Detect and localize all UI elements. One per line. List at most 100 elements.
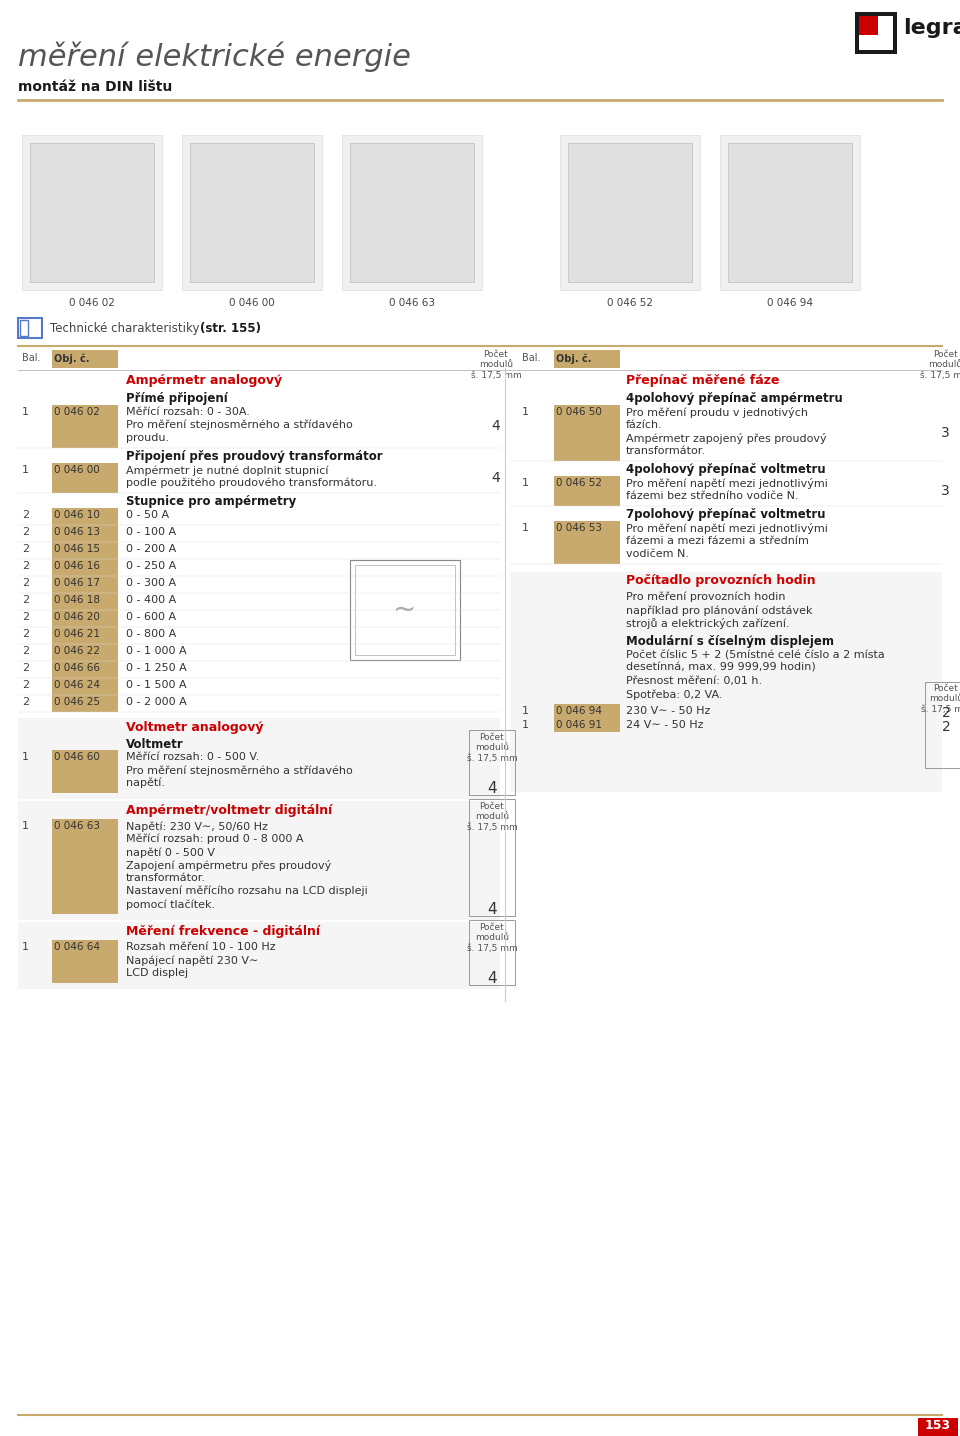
Text: 0 046 10: 0 046 10 xyxy=(54,510,100,520)
Text: měření elektrické energie: měření elektrické energie xyxy=(18,42,411,72)
Text: 0 046 53: 0 046 53 xyxy=(556,523,602,533)
Text: Obj. č.: Obj. č. xyxy=(556,353,591,363)
Bar xyxy=(52,695,118,712)
Text: 0 046 66: 0 046 66 xyxy=(54,663,100,673)
Text: 0 046 16: 0 046 16 xyxy=(54,561,100,572)
Text: podle použitého proudového transformátoru.: podle použitého proudového transformátor… xyxy=(126,478,377,488)
Bar xyxy=(554,704,620,718)
Bar xyxy=(859,16,893,50)
Bar xyxy=(52,559,118,576)
Bar xyxy=(52,661,118,678)
Bar xyxy=(469,920,515,985)
Text: 0 - 2 000 A: 0 - 2 000 A xyxy=(126,696,187,707)
Text: Počet
modulů
š. 17,5 mm: Počet modulů š. 17,5 mm xyxy=(467,923,517,954)
Text: 0 - 200 A: 0 - 200 A xyxy=(126,544,177,554)
Bar xyxy=(350,144,474,281)
Text: LCD displej: LCD displej xyxy=(126,968,188,978)
Text: Bal.: Bal. xyxy=(22,353,40,363)
Text: 0 046 52: 0 046 52 xyxy=(556,478,602,488)
Bar xyxy=(52,593,118,610)
Text: 0 046 18: 0 046 18 xyxy=(54,595,100,605)
Text: 0 046 24: 0 046 24 xyxy=(54,681,100,691)
Text: 2: 2 xyxy=(22,579,29,587)
Text: 2: 2 xyxy=(942,707,950,719)
Text: 3: 3 xyxy=(941,426,949,439)
Text: Nastavení měřícího rozsahu na LCD displeji: Nastavení měřícího rozsahu na LCD disple… xyxy=(126,886,368,896)
Text: 0 046 63: 0 046 63 xyxy=(389,299,435,307)
Bar xyxy=(925,682,960,768)
Text: Napájecí napětí 230 V∼: Napájecí napětí 230 V∼ xyxy=(126,955,258,965)
Text: Měřící rozsah: proud 0 - 8 000 A: Měřící rozsah: proud 0 - 8 000 A xyxy=(126,834,303,844)
Text: desetínná, max. 99 999,99 hodin): desetínná, max. 99 999,99 hodin) xyxy=(626,663,816,673)
Text: 0 - 800 A: 0 - 800 A xyxy=(126,629,177,639)
Text: 0 - 300 A: 0 - 300 A xyxy=(126,579,176,587)
Text: Ampérmetr zapojený přes proudový: Ampérmetr zapojený přes proudový xyxy=(626,434,827,444)
Text: 0 046 94: 0 046 94 xyxy=(556,707,602,717)
Text: Počet
modulů
š. 17,5 mm: Počet modulů š. 17,5 mm xyxy=(467,801,517,831)
Text: 0 046 94: 0 046 94 xyxy=(767,299,813,307)
Text: Přesnost měření: 0,01 h.: Přesnost měření: 0,01 h. xyxy=(626,676,762,686)
Text: 2: 2 xyxy=(22,612,29,622)
Text: proudu.: proudu. xyxy=(126,434,169,442)
Text: 2: 2 xyxy=(22,663,29,673)
Text: 0 046 60: 0 046 60 xyxy=(54,752,100,763)
Text: Přepínač měřené fáze: Přepínač měřené fáze xyxy=(626,373,780,386)
Text: Měřící rozsah: 0 - 500 V.: Měřící rozsah: 0 - 500 V. xyxy=(126,752,259,763)
Text: Pro měření stejnosměrného a střídavého: Pro měření stejnosměrného a střídavého xyxy=(126,419,352,431)
Text: 0 046 21: 0 046 21 xyxy=(54,629,100,639)
Text: Ampérmetr/voltmetr digitální: Ampérmetr/voltmetr digitální xyxy=(126,804,332,817)
Bar xyxy=(568,144,692,281)
Text: 0 - 1 250 A: 0 - 1 250 A xyxy=(126,663,187,673)
Bar xyxy=(554,405,620,461)
Text: Pro měření napětí mezi jednotlivými: Pro měření napětí mezi jednotlivými xyxy=(626,478,828,490)
Text: 3: 3 xyxy=(941,484,949,498)
Text: fázemi a mezi fázemi a středním: fázemi a mezi fázemi a středním xyxy=(626,536,809,546)
Text: 2: 2 xyxy=(942,719,950,734)
Bar xyxy=(182,135,322,290)
Text: 0 046 52: 0 046 52 xyxy=(607,299,653,307)
Bar xyxy=(469,729,515,796)
Bar xyxy=(52,350,118,368)
Text: 0 - 400 A: 0 - 400 A xyxy=(126,595,177,605)
Text: 0 - 100 A: 0 - 100 A xyxy=(126,527,176,537)
Text: 4: 4 xyxy=(492,471,500,485)
Text: 0 046 50: 0 046 50 xyxy=(556,406,602,416)
Text: Technické charakteristiky: Technické charakteristiky xyxy=(50,322,204,335)
Text: 2: 2 xyxy=(22,544,29,554)
Text: 4: 4 xyxy=(487,971,497,987)
Text: 2: 2 xyxy=(22,595,29,605)
Bar xyxy=(52,941,118,984)
Text: Stupnice pro ampérmetry: Stupnice pro ampérmetry xyxy=(126,495,297,508)
Text: Počet
modulů
š. 17,5 mm: Počet modulů š. 17,5 mm xyxy=(920,350,960,379)
Text: 1: 1 xyxy=(22,942,29,952)
Text: 230 V∼ - 50 Hz: 230 V∼ - 50 Hz xyxy=(626,707,710,717)
Text: Počet
modulů
š. 17,5 mm: Počet modulů š. 17,5 mm xyxy=(470,350,521,379)
Text: 1: 1 xyxy=(522,523,529,533)
Text: Počet
modulů
š. 17,5 mm: Počet modulů š. 17,5 mm xyxy=(467,732,517,763)
Text: 0 - 600 A: 0 - 600 A xyxy=(126,612,176,622)
Bar xyxy=(342,135,482,290)
Text: napětí 0 - 500 V: napětí 0 - 500 V xyxy=(126,847,215,857)
Bar xyxy=(190,144,314,281)
Bar xyxy=(350,560,460,661)
Text: Ampérmetr je nutné doplnit stupnicí: Ampérmetr je nutné doplnit stupnicí xyxy=(126,465,328,475)
Text: 4polohový přepínač voltmetru: 4polohový přepínač voltmetru xyxy=(626,462,826,475)
Text: montáž na DIN lištu: montáž na DIN lištu xyxy=(18,80,172,93)
Bar xyxy=(469,798,515,916)
Text: Počet
modulů
š. 17,5 mm: Počet modulů š. 17,5 mm xyxy=(921,684,960,714)
Text: Pro měření provozních hodin: Pro měření provozních hodin xyxy=(626,592,785,603)
Text: 2: 2 xyxy=(22,561,29,572)
Text: Pro měření napětí mezi jednotlivými: Pro měření napětí mezi jednotlivými xyxy=(626,523,828,534)
Text: 1: 1 xyxy=(22,752,29,763)
Bar xyxy=(52,405,118,448)
Bar xyxy=(728,144,852,281)
Text: Spotřeba: 0,2 VA.: Spotřeba: 0,2 VA. xyxy=(626,689,723,699)
Text: 0 046 13: 0 046 13 xyxy=(54,527,100,537)
Bar xyxy=(52,610,118,628)
Text: strojů a elektrických zařízení.: strojů a elektrických zařízení. xyxy=(626,617,790,629)
Bar xyxy=(52,576,118,593)
Bar xyxy=(52,628,118,643)
Text: vodičem N.: vodičem N. xyxy=(626,549,689,559)
Text: 1: 1 xyxy=(22,465,29,475)
Bar xyxy=(560,135,700,290)
